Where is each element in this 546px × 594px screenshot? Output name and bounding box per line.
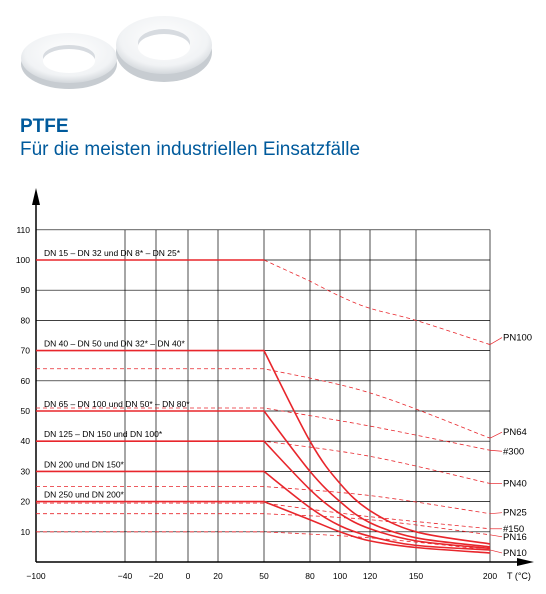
leader-line bbox=[489, 534, 503, 538]
reference-label: PN25 bbox=[503, 508, 527, 519]
leader-line bbox=[489, 449, 503, 452]
y-tick-label: 40 bbox=[21, 436, 31, 446]
x-tick-label: 80 bbox=[305, 571, 315, 581]
chart-axes: T (°C) bbox=[32, 188, 534, 581]
reference-label: PN10 bbox=[503, 548, 527, 559]
seal-ring-right bbox=[116, 16, 212, 82]
series-label: DN 125 – DN 150 und DN 100* bbox=[44, 429, 163, 439]
y-tick-label: 70 bbox=[21, 346, 31, 356]
reference-line-pn64 bbox=[36, 368, 491, 439]
series-label: DN 200 und DN 150* bbox=[44, 459, 125, 469]
reference-label: #150 bbox=[503, 524, 524, 535]
y-tick-label: 100 bbox=[16, 255, 30, 265]
seal-ring-left bbox=[21, 33, 117, 89]
reference-line-ansi-150 bbox=[36, 502, 491, 530]
x-tick-label: −40 bbox=[118, 571, 133, 581]
x-tick-label: 100 bbox=[333, 571, 347, 581]
series-line-2 bbox=[36, 349, 491, 545]
x-tick-label: 0 bbox=[186, 571, 191, 581]
x-tick-label: −100 bbox=[26, 571, 45, 581]
reference-label: PN100 bbox=[503, 333, 532, 344]
y-tick-label: 50 bbox=[21, 406, 31, 416]
chart-grid bbox=[36, 229, 491, 562]
series-line-6 bbox=[36, 500, 491, 554]
page-subtitle: Für die meisten industriellen Einsatzfäl… bbox=[20, 139, 361, 160]
y-axis-arrow bbox=[32, 188, 40, 205]
series-line-4 bbox=[36, 440, 491, 550]
y-tick-label: 60 bbox=[21, 376, 31, 386]
pressure-temperature-chart: T (°C) 10 20 30 40 50 60 70 80 90 100 110 −100 −40 −2… bbox=[16, 188, 534, 581]
x-tick-label: 120 bbox=[363, 571, 377, 581]
series-line-5 bbox=[36, 470, 491, 551]
reference-label: PN40 bbox=[503, 478, 527, 489]
y-tick-label: 10 bbox=[21, 527, 31, 537]
x-tick-label: 20 bbox=[213, 571, 223, 581]
x-tick-label: 50 bbox=[259, 571, 269, 581]
y-tick-label: 30 bbox=[21, 466, 31, 476]
y-tick-label: 90 bbox=[21, 285, 31, 295]
y-tick-label: 110 bbox=[16, 225, 30, 235]
tick-labels: 10 20 30 40 50 60 70 80 90 100 110 −100 −40 −20 0 20 50 8… bbox=[16, 225, 498, 581]
reference-line-pn40 bbox=[36, 440, 491, 484]
series-label: DN 65 – DN 100 und DN 50* – DN 80* bbox=[44, 399, 190, 409]
page-title: PTFE bbox=[20, 116, 69, 137]
series-label: DN 250 und DN 200* bbox=[44, 490, 125, 500]
reference-line-pn10 bbox=[36, 531, 491, 551]
reference-label: #300 bbox=[503, 446, 524, 457]
y-tick-label: 20 bbox=[21, 497, 31, 507]
y-tick-label: 80 bbox=[21, 315, 31, 325]
x-tick-label: 150 bbox=[409, 571, 423, 581]
x-axis-label: T (°C) bbox=[507, 571, 531, 581]
reference-label: PN16 bbox=[503, 532, 527, 543]
series-label: DN 15 – DN 32 und DN 8* – DN 25* bbox=[44, 248, 181, 258]
leader-line bbox=[489, 549, 503, 554]
reference-line-pn100 bbox=[263, 259, 491, 345]
x-axis-arrow bbox=[517, 558, 534, 566]
ptfe-seal-rings-image bbox=[21, 16, 212, 89]
leader-line bbox=[489, 337, 503, 345]
series-labels: DN 15 – DN 32 und DN 8* – DN 25* DN 40 – … bbox=[44, 248, 190, 500]
x-tick-label: −20 bbox=[149, 571, 164, 581]
heading-block: PTFE Für die meisten industriellen Einsa… bbox=[20, 116, 360, 162]
reference-line-pn25 bbox=[36, 486, 491, 515]
series-lines bbox=[36, 259, 491, 554]
reference-label: PN64 bbox=[503, 427, 527, 438]
leader-line bbox=[489, 512, 503, 515]
series-label: DN 40 – DN 50 und DN 32* – DN 40* bbox=[44, 339, 185, 349]
reference-line-ansi-300 bbox=[36, 407, 491, 451]
x-tick-label: 200 bbox=[483, 571, 497, 581]
leader-line bbox=[489, 431, 503, 439]
series-line-3 bbox=[36, 410, 491, 548]
